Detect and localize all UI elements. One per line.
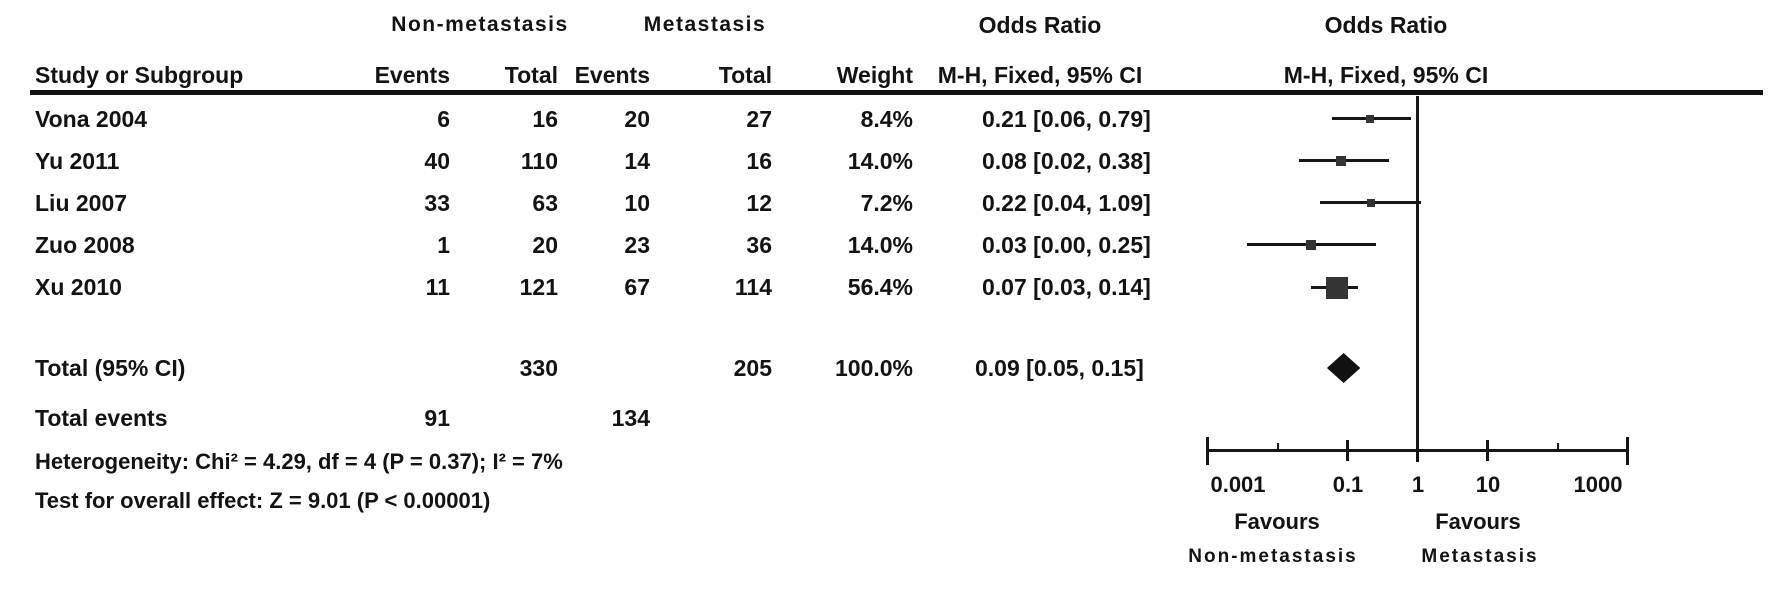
col-header-plot-method: M-H, Fixed, 95% CI xyxy=(1283,62,1489,88)
or-ci-text: 0.03 [0.00, 0.25] xyxy=(982,232,1151,258)
axis-minor-tick xyxy=(1277,443,1279,451)
axis-end-cap xyxy=(1206,437,1209,465)
events-1: 1 xyxy=(437,232,450,258)
favours-right-group-label: Metastasis xyxy=(1421,546,1539,567)
total-1: 16 xyxy=(532,106,558,132)
total-1: 20 xyxy=(532,232,558,258)
or-marker xyxy=(1366,115,1374,123)
col-header-study: Study or Subgroup xyxy=(35,62,244,88)
col-header-weight: Weight xyxy=(836,62,913,88)
weight: 7.2% xyxy=(860,190,913,216)
or-ci-text: 0.21 [0.06, 0.79] xyxy=(982,106,1151,132)
weight: 100.0% xyxy=(834,355,913,381)
table-row: Vona 2004 6 16 20 27 8.4% 0.21 [0.06, 0.… xyxy=(0,104,1772,134)
col-header-events-2: Events xyxy=(574,62,650,88)
axis-tick-label: 0.1 xyxy=(1332,472,1364,497)
col-header-events-1: Events xyxy=(374,62,450,88)
or-ci-text: 0.09 [0.05, 0.15] xyxy=(975,355,1144,381)
or-column-title: Odds Ratio xyxy=(978,12,1102,38)
total-1: 330 xyxy=(519,355,558,381)
axis-tick-label: 1000 xyxy=(1573,472,1623,497)
events-1: 40 xyxy=(424,148,450,174)
study-label: Yu 2011 xyxy=(35,148,120,174)
axis-tick-label: 1 xyxy=(1411,472,1425,497)
or-ci-text: 0.08 [0.02, 0.38] xyxy=(982,148,1151,174)
table-row: Yu 2011 40 110 14 16 14.0% 0.08 [0.02, 0… xyxy=(0,146,1772,176)
axis-tick-label: 0.001 xyxy=(1210,472,1266,497)
total-2: 36 xyxy=(746,232,772,258)
axis-tick xyxy=(1486,440,1489,461)
weight: 14.0% xyxy=(847,148,913,174)
study-label: Vona 2004 xyxy=(35,106,148,132)
total-1: 110 xyxy=(520,148,558,174)
total-2: 12 xyxy=(746,190,772,216)
total-2: 114 xyxy=(734,274,772,300)
total-events-label: Total events xyxy=(35,405,168,431)
axis-tick xyxy=(1346,440,1349,461)
col-header-or-method: M-H, Fixed, 95% CI xyxy=(937,62,1143,88)
weight: 14.0% xyxy=(847,232,913,258)
events-1: 6 xyxy=(437,106,450,132)
total-2: 205 xyxy=(733,355,772,381)
total-2: 27 xyxy=(746,106,772,132)
favours-right-label: Favours xyxy=(1435,509,1521,534)
overall-effect-text: Test for overall effect: Z = 9.01 (P < 0… xyxy=(35,488,491,513)
total-diamond xyxy=(1326,353,1361,383)
or-marker xyxy=(1326,277,1348,299)
heterogeneity-text: Heterogeneity: Chi² = 4.29, df = 4 (P = … xyxy=(35,449,563,474)
events-2: 14 xyxy=(624,148,650,174)
group-header-non-metastasis: Non-metastasis xyxy=(391,13,569,36)
axis-end-cap xyxy=(1626,437,1629,465)
events-2: 67 xyxy=(624,274,650,300)
events-2: 10 xyxy=(624,190,650,216)
total-row: Total (95% CI) 330 205 100.0% 0.09 [0.05… xyxy=(0,353,1772,383)
axis-minor-tick xyxy=(1557,443,1559,451)
axis-tick xyxy=(1416,440,1419,461)
study-label: Liu 2007 xyxy=(35,190,128,216)
total-1: 121 xyxy=(519,274,558,300)
events-2: 20 xyxy=(624,106,650,132)
study-label: Xu 2010 xyxy=(35,274,122,300)
table-row: Xu 2010 11 121 67 114 56.4% 0.07 [0.03, … xyxy=(0,272,1772,302)
plot-column-title: Odds Ratio xyxy=(1324,12,1448,38)
axis-tick-label: 10 xyxy=(1475,472,1501,497)
total-2: 16 xyxy=(746,148,772,174)
favours-left-label: Favours xyxy=(1234,509,1320,534)
total-events-2: 134 xyxy=(611,405,650,431)
events-1: 33 xyxy=(424,190,450,216)
or-marker xyxy=(1336,156,1346,166)
no-effect-line xyxy=(1416,96,1419,462)
col-header-total-2: Total xyxy=(718,62,772,88)
column-header-row: Study or Subgroup Events Total Events To… xyxy=(0,60,1772,90)
table-row: Liu 2007 33 63 10 12 7.2% 0.22 [0.04, 1.… xyxy=(0,188,1772,218)
header-divider xyxy=(30,90,1763,95)
study-label: Zuo 2008 xyxy=(35,232,135,258)
favours-left-group-label: Non-metastasis xyxy=(1188,546,1358,567)
events-1: 11 xyxy=(425,274,450,300)
weight: 8.4% xyxy=(860,106,913,132)
or-marker xyxy=(1306,240,1316,250)
group-header-metastasis: Metastasis xyxy=(643,13,767,36)
col-header-total-1: Total xyxy=(504,62,558,88)
total-events-row: Total events 91 134 xyxy=(0,403,1772,433)
table-row: Zuo 2008 1 20 23 36 14.0% 0.03 [0.00, 0.… xyxy=(0,230,1772,260)
total-1: 63 xyxy=(532,190,558,216)
total-events-1: 91 xyxy=(424,405,450,431)
or-ci-text: 0.07 [0.03, 0.14] xyxy=(982,274,1151,300)
group-header-row: Non-metastasis Metastasis Odds Ratio Odd… xyxy=(0,10,1772,40)
or-ci-text: 0.22 [0.04, 1.09] xyxy=(982,190,1151,216)
events-2: 23 xyxy=(624,232,650,258)
or-marker xyxy=(1367,199,1375,207)
weight: 56.4% xyxy=(847,274,913,300)
total-label: Total (95% CI) xyxy=(35,355,186,381)
